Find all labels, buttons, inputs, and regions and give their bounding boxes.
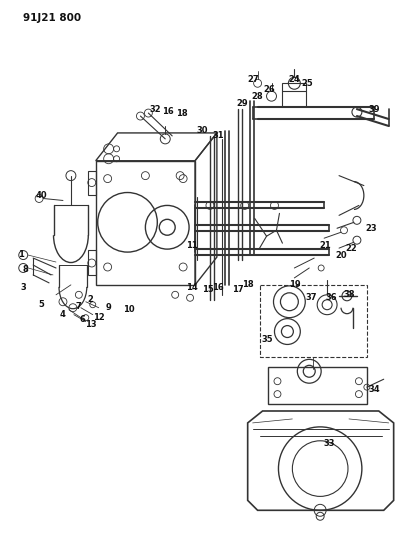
Text: 91J21 800: 91J21 800: [23, 13, 81, 23]
Text: 25: 25: [301, 79, 312, 88]
Text: 19: 19: [288, 280, 300, 289]
Text: 23: 23: [364, 224, 376, 233]
Text: 4: 4: [60, 310, 66, 319]
Text: 21: 21: [318, 240, 330, 249]
Text: 13: 13: [85, 320, 96, 329]
Text: 16: 16: [162, 107, 174, 116]
Text: 26: 26: [263, 85, 275, 94]
Text: 18: 18: [176, 109, 188, 118]
Text: 17: 17: [231, 285, 243, 294]
Text: 5: 5: [38, 300, 44, 309]
Text: 35: 35: [261, 335, 273, 344]
Text: 31: 31: [212, 132, 223, 140]
Text: 28: 28: [251, 92, 263, 101]
Text: 39: 39: [367, 104, 379, 114]
Text: 10: 10: [122, 305, 134, 314]
Text: 22: 22: [344, 244, 356, 253]
Text: 18: 18: [241, 280, 253, 289]
Text: 20: 20: [334, 251, 346, 260]
Text: 11: 11: [186, 240, 197, 249]
Text: 15: 15: [202, 285, 213, 294]
Text: 3: 3: [20, 284, 26, 293]
Text: 33: 33: [322, 439, 334, 448]
Text: 16: 16: [211, 284, 223, 293]
Text: 36: 36: [324, 293, 336, 302]
Text: 32: 32: [149, 104, 161, 114]
Text: 7: 7: [76, 302, 81, 311]
Text: 12: 12: [93, 313, 104, 322]
Text: 34: 34: [367, 385, 379, 394]
Text: 1: 1: [18, 249, 24, 259]
Text: 29: 29: [235, 99, 247, 108]
Text: 30: 30: [196, 126, 207, 135]
Text: 14: 14: [186, 284, 197, 293]
Text: 24: 24: [288, 75, 300, 84]
Text: 27: 27: [247, 75, 259, 84]
Text: 8: 8: [22, 265, 28, 274]
Text: 9: 9: [105, 303, 111, 312]
Text: 37: 37: [305, 293, 316, 302]
Text: 40: 40: [35, 191, 47, 200]
Text: 6: 6: [80, 315, 85, 324]
Text: 2: 2: [87, 295, 93, 304]
Text: 38: 38: [342, 290, 354, 300]
